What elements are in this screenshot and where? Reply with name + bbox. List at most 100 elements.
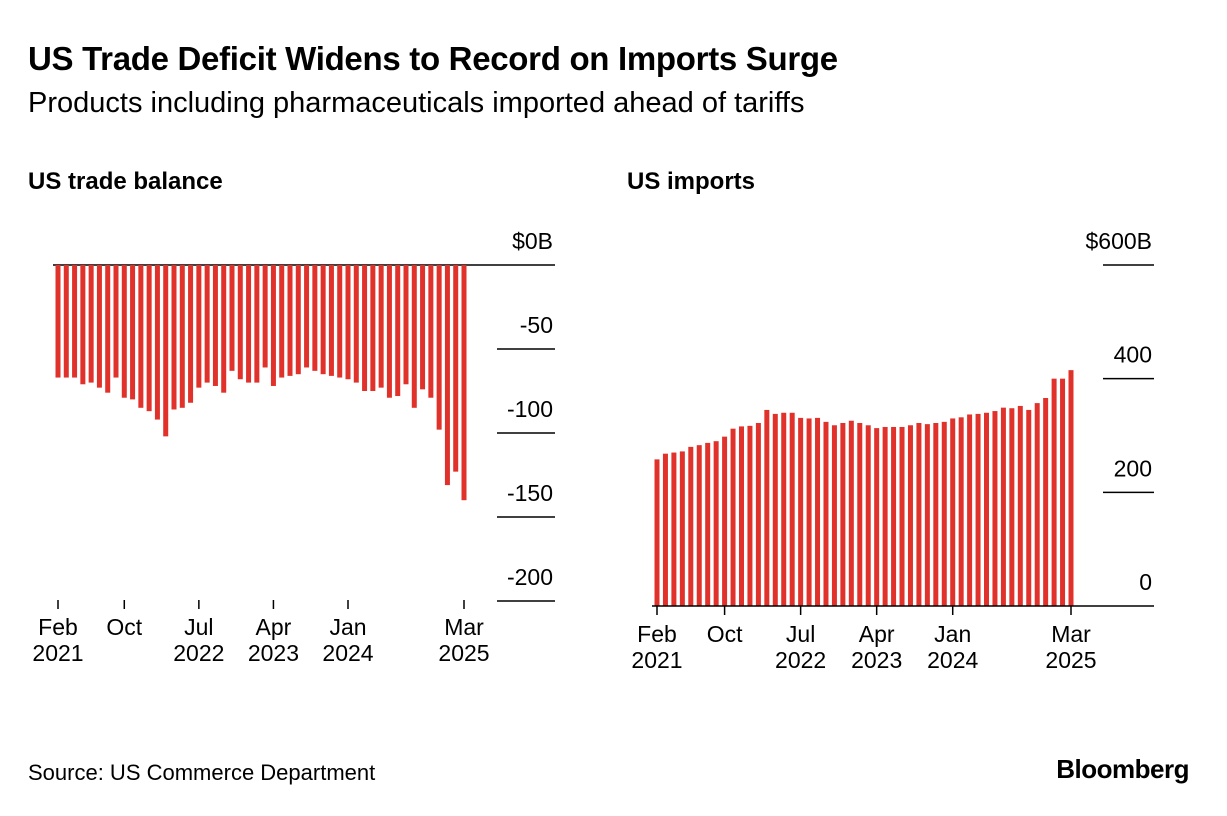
y-tick-label: $0B (512, 228, 553, 254)
bar-2021-06 (88, 265, 94, 383)
x-tick-label: Feb (637, 621, 677, 647)
y-tick-label: -200 (507, 564, 553, 590)
bar-2024-12 (1043, 397, 1049, 606)
bar-2024-10 (420, 265, 426, 390)
bar-2023-02 (857, 422, 863, 606)
bar-2021-11 (130, 265, 136, 400)
x-tick-year-label: 2023 (851, 647, 902, 673)
y-tick-label: $600B (1085, 228, 1152, 254)
bar-2022-06 (188, 265, 194, 403)
bar-2025-03 (461, 265, 467, 501)
bar-2022-07 (196, 265, 202, 388)
bar-2024-11 (428, 265, 434, 398)
bar-2022-05 (179, 265, 185, 408)
bar-2021-12 (138, 265, 144, 408)
bar-2024-09 (411, 265, 417, 408)
bar-2023-09 (916, 422, 922, 606)
bar-2022-04 (171, 265, 177, 410)
bar-2023-11 (933, 422, 939, 606)
bar-2022-01 (146, 265, 152, 412)
x-tick-year-label: 2021 (631, 647, 682, 673)
bar-2024-07 (1000, 407, 1006, 606)
bar-2023-09 (312, 265, 318, 371)
bar-2024-12 (436, 265, 442, 430)
bar-2022-12 (840, 422, 846, 606)
bar-2024-01 (345, 265, 351, 380)
bar-2021-12 (738, 426, 744, 606)
x-tick-year-label: 2025 (1045, 647, 1096, 673)
bar-2022-01 (747, 425, 753, 606)
bar-2022-02 (755, 422, 761, 606)
x-tick-label: Jan (329, 614, 366, 640)
bar-2024-11 (1034, 403, 1040, 606)
x-tick-label: Mar (444, 614, 484, 640)
bar-2025-02 (453, 265, 459, 472)
x-tick-year-label: 2024 (927, 647, 978, 673)
bar-2023-02 (254, 265, 260, 383)
bar-2024-01 (950, 418, 956, 606)
y-tick-label: 200 (1114, 455, 1152, 481)
x-tick-year-label: 2024 (322, 640, 373, 666)
chart-title: US Trade Deficit Widens to Record on Imp… (28, 40, 838, 77)
bar-2021-04 (671, 452, 677, 606)
x-tick-label: Jul (786, 621, 815, 647)
x-tick-year-label: 2023 (248, 640, 299, 666)
bar-2023-04 (270, 265, 276, 386)
bar-2022-11 (229, 265, 235, 371)
bar-2022-11 (831, 425, 837, 606)
x-tick-label: Oct (707, 621, 743, 647)
bar-2022-08 (204, 265, 210, 383)
bar-2023-05 (279, 265, 285, 378)
bar-2024-08 (403, 265, 409, 385)
bar-2024-06 (992, 411, 998, 606)
bar-2024-10 (1026, 409, 1032, 606)
bar-2022-09 (212, 265, 218, 386)
y-tick-label: 400 (1114, 342, 1152, 368)
x-tick-label: Jan (934, 621, 971, 647)
bar-2024-02 (353, 265, 359, 383)
bar-2021-05 (679, 451, 685, 606)
bar-2025-02 (1060, 378, 1066, 606)
bar-2024-04 (975, 413, 981, 606)
bloomberg-logo: Bloomberg (1056, 754, 1189, 784)
bar-2022-12 (237, 265, 243, 380)
y-tick-label: -100 (507, 396, 553, 422)
bar-2022-03 (163, 265, 169, 437)
bar-2022-09 (815, 417, 821, 606)
chart-subtitle: Products including pharmaceuticals impor… (28, 87, 805, 119)
bar-2021-08 (105, 265, 111, 393)
bar-2022-10 (221, 265, 227, 393)
bar-2023-08 (907, 425, 913, 606)
bar-2024-07 (395, 265, 401, 397)
x-tick-label: Mar (1051, 621, 1091, 647)
bar-2024-06 (386, 265, 392, 398)
y-tick-label: -50 (520, 312, 553, 338)
bar-2023-04 (874, 428, 880, 606)
bar-2023-01 (246, 265, 252, 383)
bar-2021-09 (713, 441, 719, 606)
bar-2024-03 (967, 414, 973, 606)
bar-2024-09 (1017, 405, 1023, 606)
bar-2023-12 (337, 265, 343, 378)
bar-2025-01 (1051, 378, 1057, 606)
bar-2021-08 (705, 442, 711, 606)
x-tick-year-label: 2025 (438, 640, 489, 666)
bar-2021-04 (72, 265, 78, 378)
bar-2023-12 (941, 421, 947, 606)
bar-2024-04 (370, 265, 376, 391)
bar-2025-01 (444, 265, 450, 486)
y-tick-label: -150 (507, 480, 553, 506)
bar-2023-11 (328, 265, 334, 376)
x-tick-label: Jul (184, 614, 213, 640)
bar-2021-06 (688, 446, 694, 606)
x-tick-label: Feb (38, 614, 78, 640)
bar-2021-05 (80, 265, 86, 385)
x-tick-year-label: 2022 (173, 640, 224, 666)
bar-2021-03 (63, 265, 69, 378)
bar-2021-07 (696, 445, 702, 606)
bar-2023-07 (295, 265, 301, 375)
bar-2022-06 (789, 412, 795, 606)
bar-2021-09 (113, 265, 119, 378)
bar-2021-03 (662, 453, 668, 606)
